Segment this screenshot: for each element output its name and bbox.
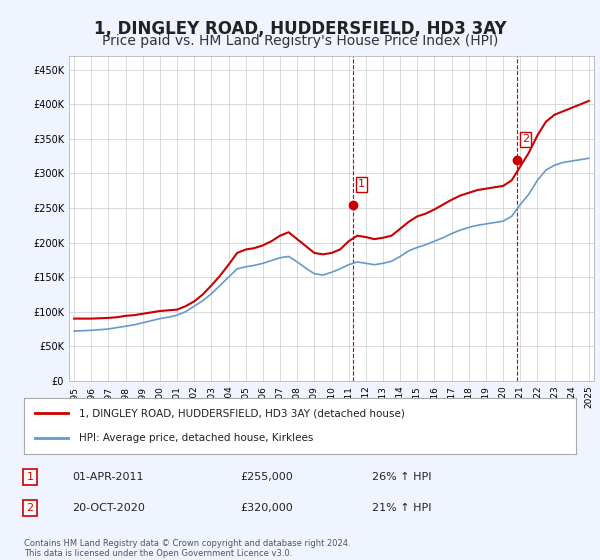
Text: 01-APR-2011: 01-APR-2011 (72, 472, 143, 482)
Text: 2: 2 (26, 503, 34, 513)
Text: 1, DINGLEY ROAD, HUDDERSFIELD, HD3 3AY (detached house): 1, DINGLEY ROAD, HUDDERSFIELD, HD3 3AY (… (79, 408, 405, 418)
Text: 21% ↑ HPI: 21% ↑ HPI (372, 503, 431, 513)
Text: 20-OCT-2020: 20-OCT-2020 (72, 503, 145, 513)
Text: 1, DINGLEY ROAD, HUDDERSFIELD, HD3 3AY: 1, DINGLEY ROAD, HUDDERSFIELD, HD3 3AY (94, 20, 506, 38)
Text: 1: 1 (358, 179, 365, 189)
Text: £320,000: £320,000 (240, 503, 293, 513)
Text: Contains HM Land Registry data © Crown copyright and database right 2024.
This d: Contains HM Land Registry data © Crown c… (24, 539, 350, 558)
Text: 2: 2 (522, 134, 529, 144)
Text: 1: 1 (26, 472, 34, 482)
Text: Price paid vs. HM Land Registry's House Price Index (HPI): Price paid vs. HM Land Registry's House … (102, 34, 498, 48)
Text: 26% ↑ HPI: 26% ↑ HPI (372, 472, 431, 482)
Text: £255,000: £255,000 (240, 472, 293, 482)
Text: HPI: Average price, detached house, Kirklees: HPI: Average price, detached house, Kirk… (79, 433, 314, 443)
